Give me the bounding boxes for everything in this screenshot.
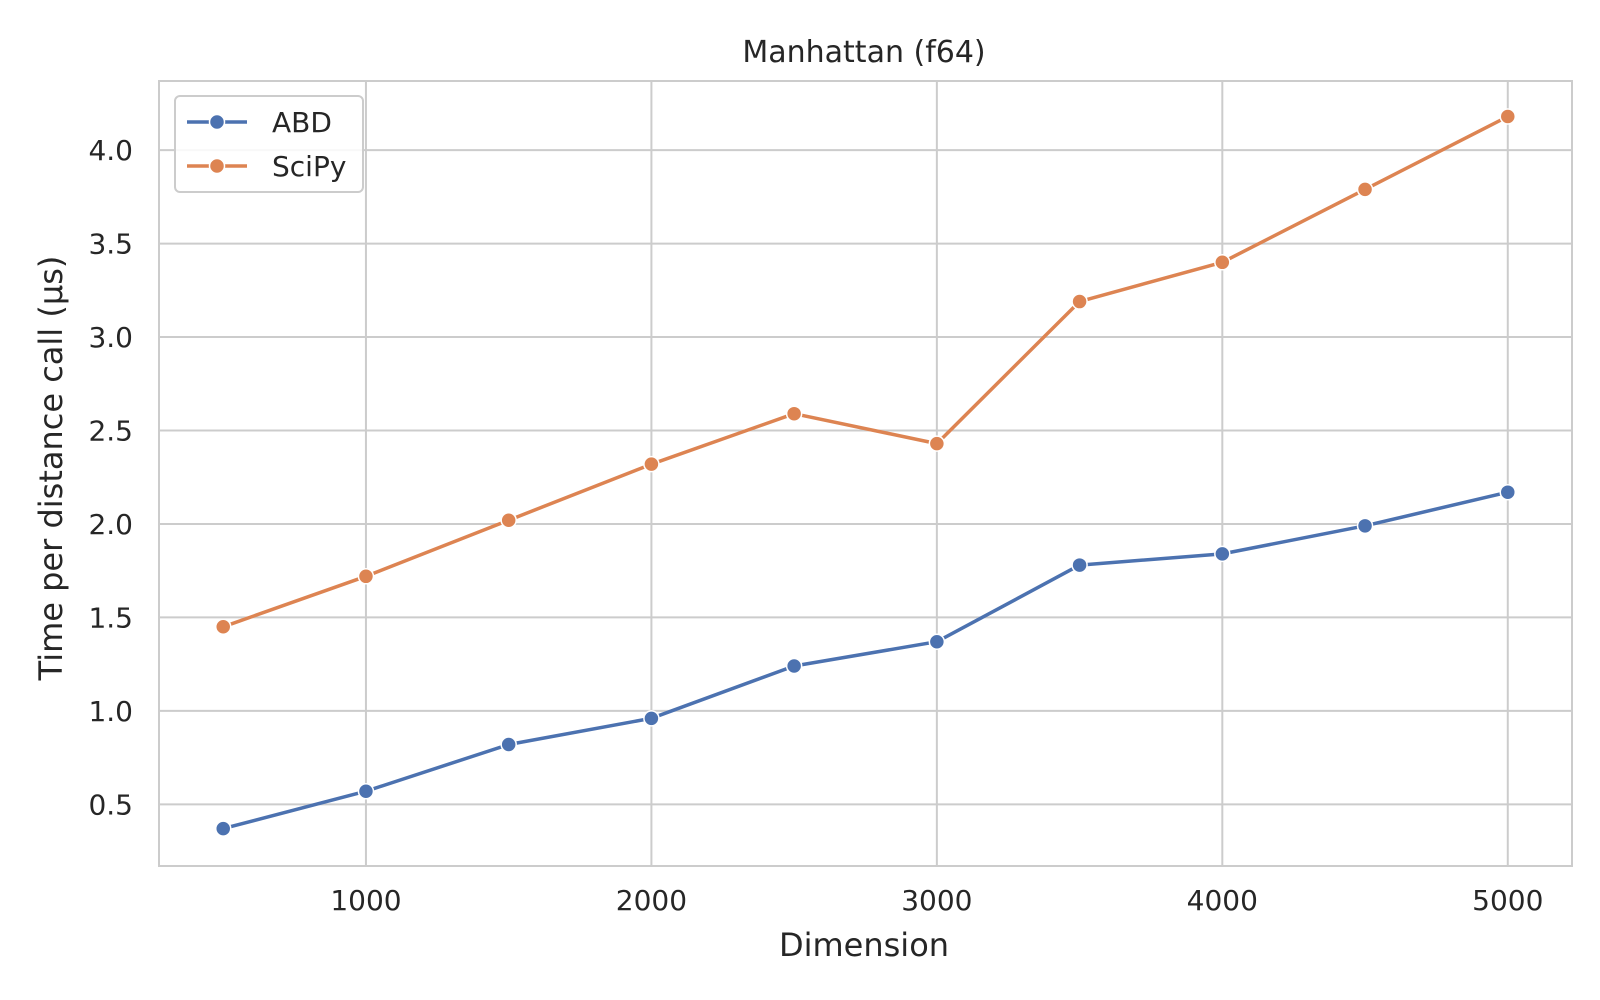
data-point-scipy xyxy=(643,455,660,473)
series-line-abd xyxy=(222,490,1509,831)
data-point-abd xyxy=(785,657,803,675)
data-point-abd xyxy=(357,782,375,800)
data-point-scipy xyxy=(785,405,803,422)
plot-frame xyxy=(158,80,1573,867)
grid-lines xyxy=(159,81,1572,866)
data-point-abd xyxy=(1356,517,1374,535)
data-point-scipy xyxy=(1356,181,1374,198)
y-tick-label: 1.5 xyxy=(88,601,133,634)
legend-label-abd: ABD xyxy=(272,106,332,139)
legend-label-scipy: SciPy xyxy=(272,150,346,183)
legend-marker-abd xyxy=(208,113,226,131)
series-line-scipy xyxy=(222,114,1509,629)
data-point-abd xyxy=(1214,545,1231,563)
data-point-abd xyxy=(1499,483,1517,501)
data-point-abd xyxy=(643,710,660,727)
data-point-scipy xyxy=(928,435,946,452)
data-point-scipy xyxy=(357,568,375,585)
x-tick-label: 2000 xyxy=(616,884,687,917)
y-tick-label: 2.0 xyxy=(88,508,133,541)
data-point-abd xyxy=(1071,556,1088,574)
data-point-scipy xyxy=(1499,108,1517,125)
y-tick-label: 0.5 xyxy=(88,788,133,821)
data-point-abd xyxy=(928,633,946,650)
data-point-scipy xyxy=(500,511,517,529)
x-tick-label: 3000 xyxy=(901,884,972,917)
y-tick-label: 4.0 xyxy=(88,134,133,167)
data-point-scipy xyxy=(214,618,232,636)
legend-marker-scipy xyxy=(208,157,226,175)
y-tick-label: 3.0 xyxy=(88,321,133,354)
legend: ABD SciPy xyxy=(174,95,364,193)
x-axis-title: Dimension xyxy=(779,926,949,964)
tick-labels: 1000 2000 3000 4000 5000 0.5 1.0 1.5 2.0 2.5 3.0 3.… xyxy=(88,134,1543,917)
chart-title: Manhattan (f64) xyxy=(742,35,985,70)
x-tick-label: 4000 xyxy=(1187,884,1258,917)
x-tick-label: 1000 xyxy=(330,884,401,917)
y-axis-title: Time per distance call (µs) xyxy=(32,256,70,682)
y-tick-label: 3.5 xyxy=(88,228,133,261)
series-layer xyxy=(214,108,1517,837)
data-point-abd xyxy=(214,820,232,837)
data-point-scipy xyxy=(1071,293,1088,310)
data-point-abd xyxy=(500,736,517,753)
data-point-scipy xyxy=(1214,254,1231,271)
y-tick-label: 2.5 xyxy=(88,415,133,448)
x-tick-label: 5000 xyxy=(1472,884,1543,917)
y-tick-label: 1.0 xyxy=(88,695,133,728)
